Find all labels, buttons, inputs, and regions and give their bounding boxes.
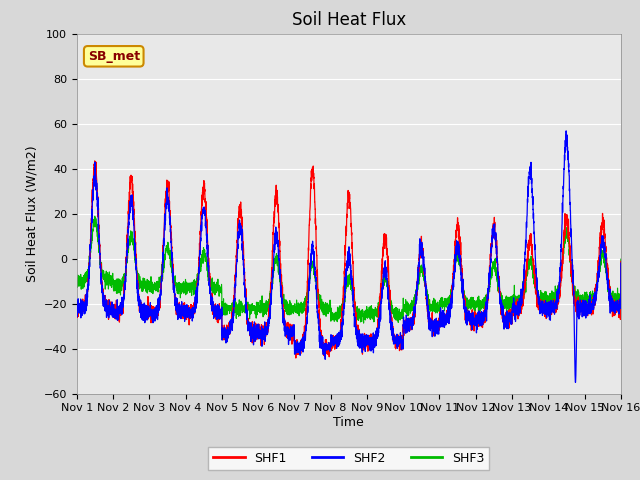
SHF2 xyxy=(617,260,625,266)
SHF3 xyxy=(360,320,367,326)
SHF3 xyxy=(73,272,81,278)
SHF3 xyxy=(441,301,449,307)
SHF1 xyxy=(617,259,625,264)
SHF2 xyxy=(471,315,479,321)
SHF3 xyxy=(616,294,624,300)
SHF1 xyxy=(471,309,479,315)
SHF2 xyxy=(328,333,336,338)
SHF2 xyxy=(616,301,624,307)
Text: SB_met: SB_met xyxy=(88,50,140,63)
Title: Soil Heat Flux: Soil Heat Flux xyxy=(292,11,406,29)
SHF3 xyxy=(617,256,625,262)
Line: SHF3: SHF3 xyxy=(77,216,621,323)
SHF3 xyxy=(502,295,509,301)
X-axis label: Time: Time xyxy=(333,416,364,429)
SHF3 xyxy=(171,280,179,286)
SHF2 xyxy=(171,288,179,294)
SHF1 xyxy=(502,321,509,326)
Y-axis label: Soil Heat Flux (W/m2): Soil Heat Flux (W/m2) xyxy=(25,145,38,282)
SHF3 xyxy=(91,213,99,219)
SHF1 xyxy=(292,355,300,361)
SHF3 xyxy=(471,302,479,308)
SHF2 xyxy=(563,128,570,134)
Legend: SHF1, SHF2, SHF3: SHF1, SHF2, SHF3 xyxy=(209,447,489,469)
Line: SHF2: SHF2 xyxy=(77,131,621,383)
SHF2 xyxy=(73,307,81,312)
Line: SHF1: SHF1 xyxy=(77,161,621,358)
SHF1 xyxy=(329,339,337,345)
SHF1 xyxy=(73,299,81,304)
SHF1 xyxy=(616,297,624,302)
SHF1 xyxy=(441,321,449,327)
SHF2 xyxy=(572,380,579,385)
SHF1 xyxy=(171,296,179,301)
SHF2 xyxy=(502,317,509,323)
SHF1 xyxy=(91,158,99,164)
SHF3 xyxy=(329,313,337,319)
SHF2 xyxy=(440,324,448,330)
